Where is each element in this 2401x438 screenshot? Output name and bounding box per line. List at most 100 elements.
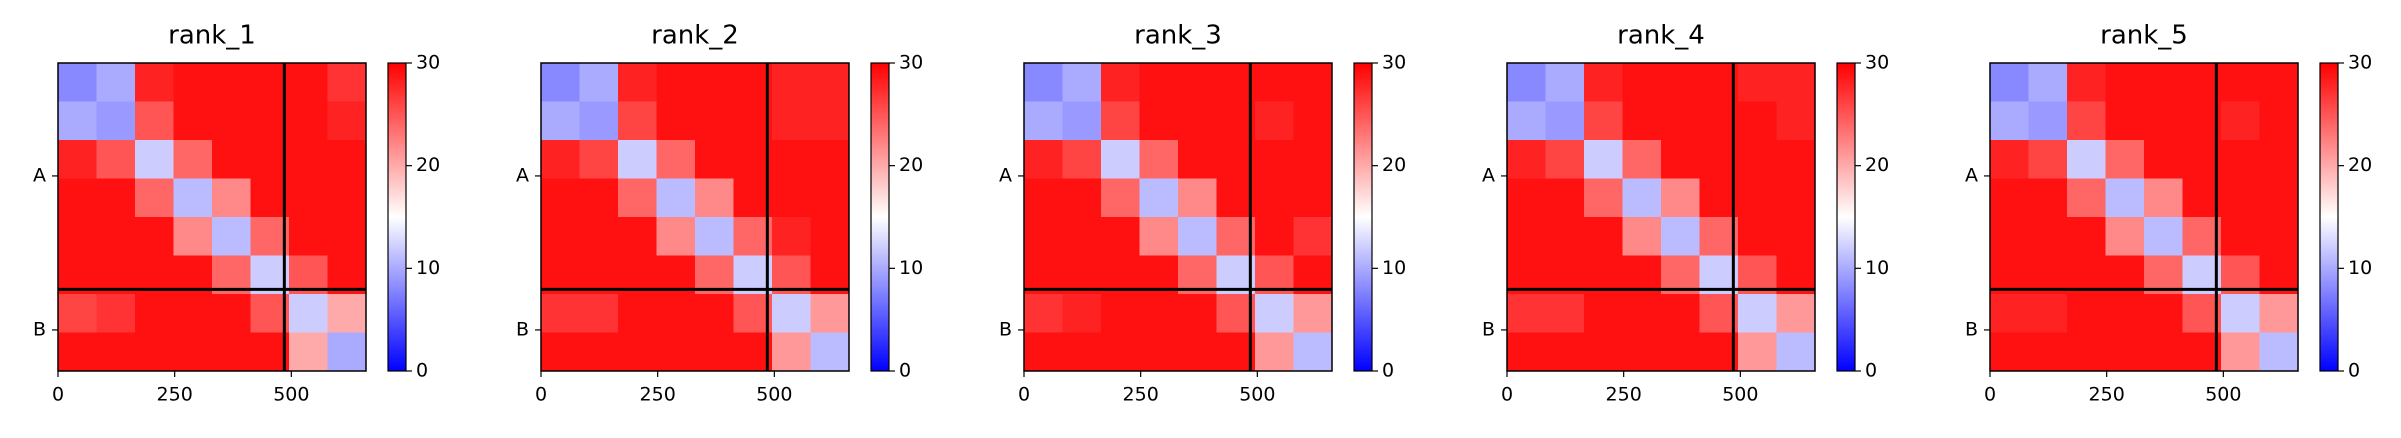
heat-cell <box>1776 332 1816 372</box>
heat-cell <box>1990 178 2029 218</box>
heat-cell <box>1024 217 1063 256</box>
heat-cell <box>58 140 97 179</box>
heat-cell <box>2221 217 2260 256</box>
colorbar-tick-label: 0 <box>1382 360 1394 382</box>
heat-cell <box>1139 332 1179 372</box>
heat-cell <box>618 140 657 179</box>
heat-cell <box>656 217 696 256</box>
heat-cell <box>1622 101 1662 141</box>
heat-cell <box>2144 217 2183 256</box>
heat-cell <box>1293 63 1333 102</box>
heat-cell <box>2028 178 2068 218</box>
colorbar <box>1353 62 1373 372</box>
heat-cell <box>656 294 696 333</box>
heat-cell <box>772 217 811 256</box>
heat-cell <box>135 101 174 141</box>
heat-cell <box>96 217 136 256</box>
heat-cell <box>579 294 619 333</box>
heat-cell <box>1776 294 1816 333</box>
heat-cell <box>2028 294 2068 333</box>
heat-cell <box>2105 178 2145 218</box>
heat-cell <box>135 332 174 372</box>
heat-cell <box>695 63 734 102</box>
heat-cell <box>327 217 367 256</box>
heat-cell <box>96 178 136 218</box>
x-tick-label: 500 <box>756 384 792 406</box>
heat-cell <box>2221 101 2260 141</box>
heat-cell <box>96 294 136 333</box>
heat-cell <box>1062 178 1102 218</box>
heat-cell <box>327 178 367 218</box>
heat-cell <box>810 63 850 102</box>
heat-cell <box>327 140 367 179</box>
heat-cell <box>1178 63 1217 102</box>
heat-cell <box>656 140 696 179</box>
heat-cell <box>1990 294 2029 333</box>
heat-cell <box>1584 63 1623 102</box>
x-tick-label: 250 <box>1606 384 1642 406</box>
heat-cell <box>1139 63 1179 102</box>
x-tick-label: 250 <box>640 384 676 406</box>
heat-cell <box>1507 294 1546 333</box>
heat-cell <box>695 178 734 218</box>
heat-cell <box>1507 217 1546 256</box>
heat-cell <box>1584 294 1623 333</box>
heat-cell <box>327 63 367 102</box>
heat-cell <box>1661 140 1700 179</box>
heat-cell <box>1776 217 1816 256</box>
heat-cell <box>1776 178 1816 218</box>
heat-cell <box>1990 140 2029 179</box>
y-tick-label: B <box>33 318 46 340</box>
heat-cell <box>810 101 850 141</box>
heat-cell <box>772 101 811 141</box>
heat-cell <box>579 217 619 256</box>
heat-cell <box>2028 217 2068 256</box>
colorbar-tick-label: 10 <box>416 257 440 279</box>
heat-cell <box>327 294 367 333</box>
heat-cell <box>289 178 328 218</box>
heat-cell <box>212 217 251 256</box>
x-tick-label: 500 <box>273 384 309 406</box>
heat-cell <box>1622 140 1662 179</box>
colorbar-tick-label: 0 <box>899 360 911 382</box>
heat-cell <box>1293 217 1333 256</box>
heat-cell <box>1024 140 1063 179</box>
heat-cell <box>810 178 850 218</box>
heat-cell <box>173 294 213 333</box>
heat-cell <box>2144 101 2183 141</box>
heat-cell <box>618 217 657 256</box>
heat-cell <box>1584 178 1623 218</box>
heat-cell <box>2067 294 2106 333</box>
heat-cell <box>1139 140 1179 179</box>
panel: rank_5 0 250 500 A B 0 10 20 30 <box>1965 21 2372 406</box>
heat-cell <box>1024 332 1063 372</box>
heat-cell <box>2259 140 2299 179</box>
heat-cell <box>2259 178 2299 218</box>
colorbar-tick-label: 10 <box>899 257 923 279</box>
heat-cell <box>1101 294 1140 333</box>
heat-cell <box>541 140 580 179</box>
heat-cell <box>618 332 657 372</box>
heat-cell <box>1024 178 1063 218</box>
heat-cell <box>1738 217 1777 256</box>
heat-cell <box>2105 140 2145 179</box>
heat-cell <box>58 178 97 218</box>
heat-cell <box>1293 294 1333 333</box>
heat-cell <box>2259 217 2299 256</box>
heat-cell <box>58 63 97 102</box>
heat-cell <box>1255 101 1294 141</box>
colorbar <box>870 62 890 372</box>
heat-cell <box>1545 101 1585 141</box>
panel: rank_2 0 250 500 A B 0 10 20 30 <box>516 21 923 406</box>
heat-cell <box>1293 101 1333 141</box>
heat-cell <box>1584 140 1623 179</box>
colorbar-tick-label: 30 <box>899 52 923 74</box>
heat-cell <box>2259 101 2299 141</box>
heat-cell <box>1178 178 1217 218</box>
heat-cell <box>289 294 328 333</box>
heat-cell <box>1101 178 1140 218</box>
heat-cell <box>618 178 657 218</box>
plot-frame <box>1989 62 2299 372</box>
heat-cell <box>579 63 619 102</box>
